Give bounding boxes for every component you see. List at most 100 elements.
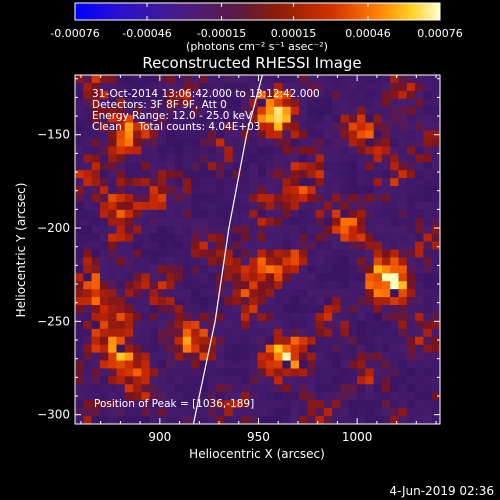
heatmap-cell	[157, 392, 167, 401]
colorbar-ticks: -0.00076 -0.00046 -0.00015 0.00015 0.00046 0.…	[50, 3, 463, 40]
heatmap-cell	[240, 225, 250, 235]
heatmap-cell	[257, 130, 267, 139]
heatmap-cell	[224, 209, 234, 219]
heatmap-cell	[157, 233, 167, 242]
heatmap-cell	[191, 360, 200, 369]
heatmap-cell	[340, 400, 350, 409]
heatmap-cell	[431, 114, 440, 123]
heatmap-cell	[357, 122, 366, 131]
heatmap-cell	[141, 368, 151, 377]
heatmap-cell	[274, 368, 283, 377]
heatmap-cell	[83, 138, 92, 147]
heatmap-cell	[357, 106, 366, 116]
heatmap-cell	[108, 178, 117, 187]
heatmap-cell	[191, 297, 200, 306]
heatmap-cell	[390, 201, 399, 211]
heatmap-cell	[265, 98, 275, 108]
heatmap-cell	[332, 217, 341, 227]
heatmap-cell	[83, 122, 92, 131]
heatmap-cell	[257, 312, 267, 322]
heatmap-cell	[108, 376, 117, 385]
heatmap-cell	[390, 265, 399, 274]
heatmap-cell	[323, 368, 333, 377]
heatmap-cell	[174, 305, 184, 314]
heatmap-cell	[224, 178, 234, 187]
heatmap-cell	[298, 360, 308, 369]
heatmap-cell	[406, 281, 416, 290]
heatmap-cell	[149, 98, 159, 108]
heatmap-cell	[133, 257, 142, 266]
heatmap-cell	[174, 75, 184, 84]
heatmap-cell	[91, 90, 101, 100]
heatmap-cell	[240, 186, 250, 195]
heatmap-cell	[174, 225, 184, 235]
heatmap-cell	[257, 281, 267, 290]
heatmap-cell	[216, 170, 225, 179]
heatmap-cell	[373, 384, 383, 393]
heatmap-cell	[406, 186, 416, 195]
heatmap-cell	[116, 130, 126, 139]
heatmap-cell	[373, 154, 383, 163]
heatmap-cell	[224, 328, 234, 338]
heatmap-cell	[249, 408, 258, 417]
heatmap-cell	[431, 336, 440, 346]
heatmap-cell	[257, 217, 267, 227]
heatmap-cell	[390, 352, 399, 361]
heatmap-cell	[381, 265, 391, 274]
heatmap-cell	[149, 368, 159, 377]
heatmap-cell	[191, 392, 200, 401]
heatmap-cell	[116, 376, 126, 385]
heatmap-cell	[398, 209, 408, 219]
heatmap-cell	[166, 312, 175, 322]
heatmap-cell	[157, 241, 167, 250]
heatmap-cell	[298, 186, 308, 195]
heatmap-cell	[423, 344, 433, 354]
heatmap-cell	[108, 352, 117, 361]
heatmap-cell	[274, 320, 283, 330]
heatmap-cell	[149, 265, 159, 274]
heatmap-cell	[191, 82, 200, 92]
heatmap-cell	[91, 312, 101, 322]
heatmap-cell	[274, 257, 283, 266]
heatmap-cell	[75, 368, 84, 377]
heatmap-cell	[423, 122, 433, 131]
heatmap-cell	[265, 336, 275, 346]
heatmap-cell	[116, 209, 126, 219]
heatmap-cell	[265, 273, 275, 282]
heatmap-cell	[290, 209, 300, 219]
heatmap-cell	[390, 400, 399, 409]
heatmap-cell	[348, 146, 358, 155]
heatmap-cell	[282, 344, 292, 354]
heatmap-cell	[274, 400, 283, 409]
heatmap-cell	[357, 162, 366, 171]
heatmap-cell	[390, 281, 399, 290]
heatmap-cell	[265, 344, 275, 354]
heatmap-cell	[340, 257, 350, 266]
heatmap-cell	[398, 289, 408, 298]
heatmap-cell	[207, 217, 217, 227]
heatmap-cell	[381, 257, 391, 266]
heatmap-cell	[191, 416, 200, 424]
heatmap-cell	[257, 193, 267, 203]
heatmap-cell	[191, 233, 200, 242]
heatmap-cell	[75, 336, 84, 346]
heatmap-cell	[108, 193, 117, 203]
heatmap-cell	[282, 257, 292, 266]
heatmap-cell	[166, 400, 175, 409]
colorbar-tick-label: -0.00015	[197, 27, 246, 40]
heatmap-cell	[249, 312, 258, 322]
heatmap-cell	[108, 201, 117, 211]
heatmap-cell	[373, 209, 383, 219]
heatmap-cell	[390, 241, 399, 250]
heatmap-cell	[390, 376, 399, 385]
heatmap-cell	[124, 265, 134, 274]
heatmap-cell	[207, 106, 217, 116]
heatmap-cell	[157, 186, 167, 195]
heatmap-cell	[91, 328, 101, 338]
heatmap-cell	[298, 336, 308, 346]
heatmap-cell	[174, 297, 184, 306]
heatmap-cell	[257, 162, 267, 171]
heatmap-cell	[373, 241, 383, 250]
heatmap-cell	[191, 162, 200, 171]
heatmap-cell	[149, 281, 159, 290]
